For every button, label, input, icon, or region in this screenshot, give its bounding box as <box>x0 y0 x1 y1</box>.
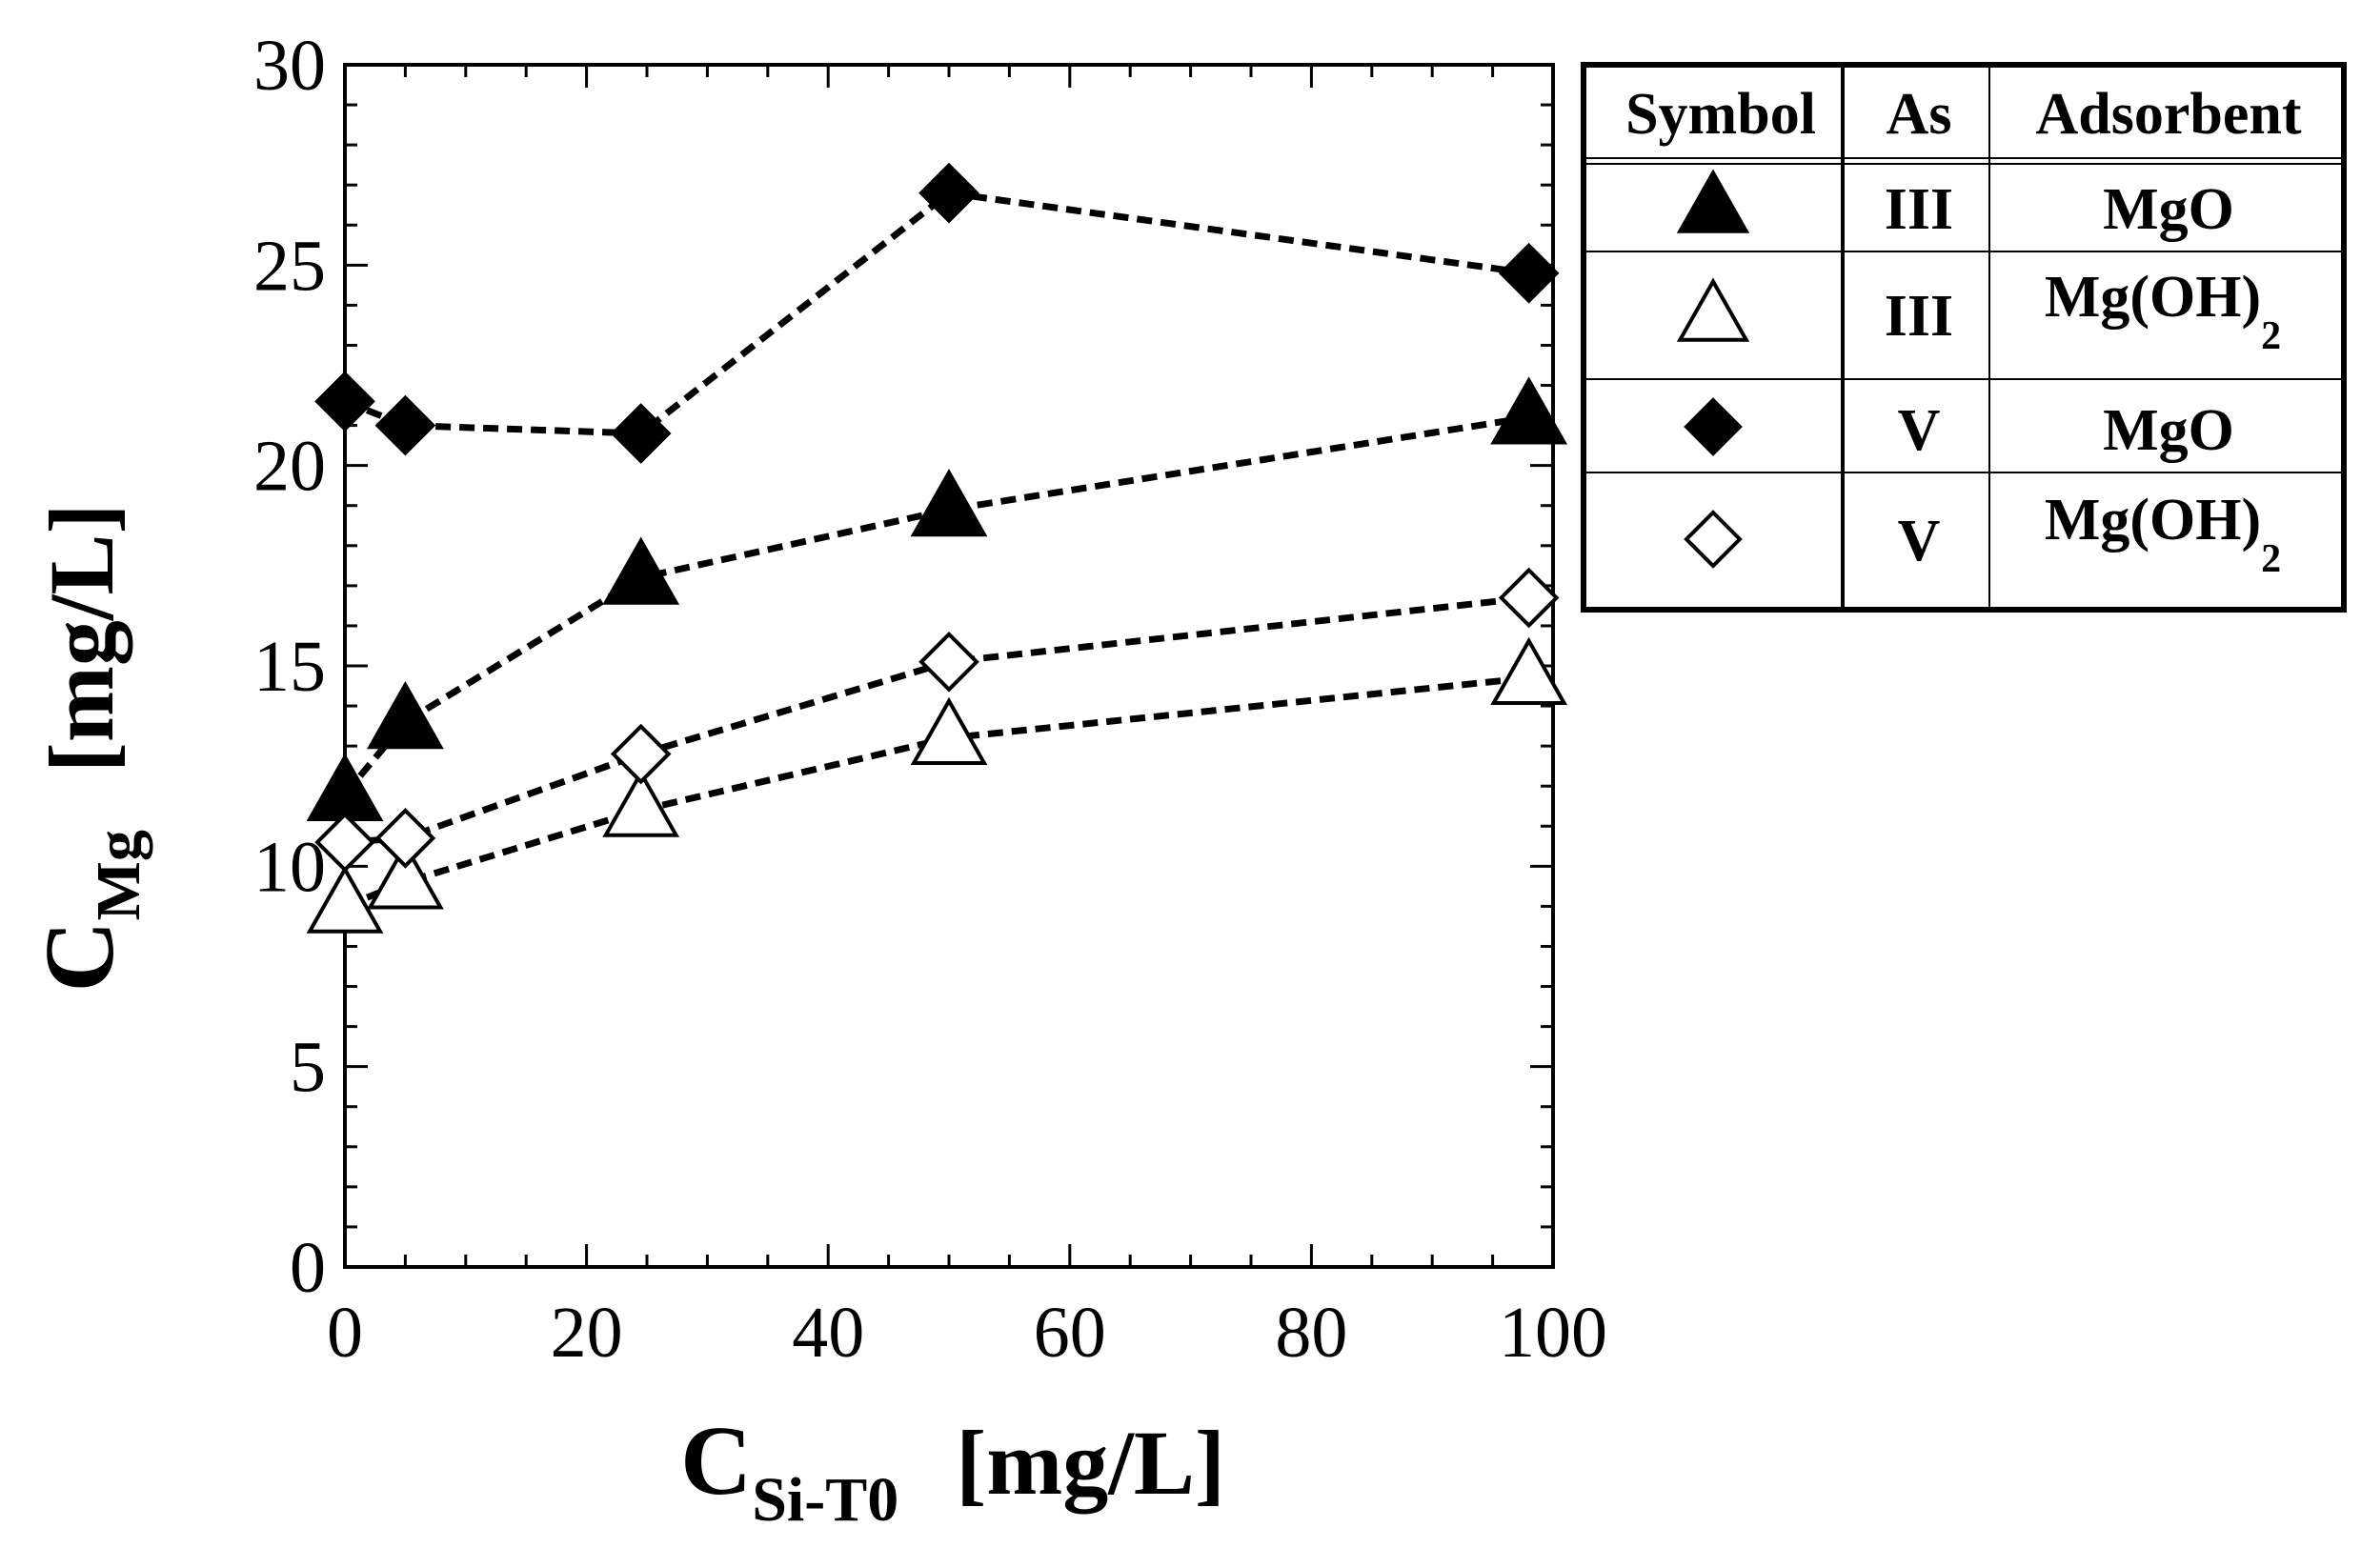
x-tick-label: 0 <box>327 1293 363 1373</box>
legend-adsorbent-row-2-main: Mg(OH) <box>2045 265 2261 330</box>
y-tick-label: 20 <box>253 427 326 507</box>
series-4-diamond-marker <box>314 812 375 873</box>
legend-as-row-1: III <box>1885 177 1953 242</box>
y-tick-label: 5 <box>290 1028 326 1108</box>
series-3-diamond-marker <box>374 394 436 456</box>
legend-triangle-filled-icon <box>1676 169 1750 233</box>
series-2-triangle-marker <box>306 865 384 934</box>
legend-header-adsorbent: Adsorbent <box>2035 82 2301 147</box>
legend-diamond-open-icon <box>1684 510 1743 569</box>
series-1-triangle-marker <box>367 680 444 750</box>
data-series <box>306 162 1568 934</box>
legend-header-symbol: Symbol <box>1625 82 1816 147</box>
y-axis-title-unit: [mg/L] <box>30 503 132 773</box>
axis-tick-labels: 0 20 40 60 80 100 0 5 10 15 20 25 30 <box>253 26 1607 1373</box>
series-2-triangle-marker <box>367 841 444 910</box>
legend-border <box>1581 62 2347 613</box>
series-4-diamond-marker <box>374 808 436 869</box>
legend-as-row-2: III <box>1885 284 1953 349</box>
legend-adsorbent-row-1-main: MgO <box>2103 177 2234 242</box>
series-line-2 <box>343 674 1530 910</box>
x-tick-label: 60 <box>1034 1293 1106 1373</box>
x-tick-label: 20 <box>551 1293 623 1373</box>
legend-adsorbent-row-3-main: MgO <box>2103 398 2234 463</box>
y-tick-label: 15 <box>253 627 326 707</box>
x-axis-title-main: C <box>680 1406 752 1516</box>
legend-symbols <box>1676 169 1750 569</box>
series-4-diamond-marker <box>610 723 672 785</box>
series-2-triangle-marker <box>910 696 988 766</box>
legend-as-row-3: V <box>1898 398 1941 463</box>
legend-adsorbent-row-2-sub: 2 <box>2261 314 2281 358</box>
x-tick-label: 80 <box>1275 1293 1347 1373</box>
legend-adsorbent-row-3: MgO <box>2103 398 2234 463</box>
x-tick-label: 40 <box>792 1293 864 1373</box>
y-axis-title-sub: Mg <box>84 830 153 920</box>
series-line-3 <box>343 189 1530 437</box>
series-1-triangle-marker <box>602 536 680 605</box>
legend-table: Symbol As Adsorbent III MgO III Mg(OH)2 … <box>1581 62 2347 613</box>
y-tick-label: 30 <box>253 26 326 106</box>
series-1-triangle-marker <box>910 469 988 537</box>
series-3-diamond-marker <box>314 371 375 432</box>
series-markers <box>306 162 1568 934</box>
legend-adsorbent-row-4-main: Mg(OH) <box>2045 488 2261 553</box>
series-3-diamond-marker <box>918 162 979 224</box>
series-lines <box>342 189 1530 910</box>
svg-text:CSi-T0[mg/L]: CSi-T0 [mg/L] <box>680 1406 1225 1535</box>
series-2-triangle-marker <box>602 769 680 837</box>
series-3-diamond-marker <box>610 403 672 464</box>
svg-text:CMg[mg/L]: CMg [mg/L] <box>25 503 153 992</box>
x-axis-title-unit: [mg/L] <box>956 1412 1225 1514</box>
legend-adsorbent-row-4-sub: 2 <box>2261 537 2281 581</box>
legend-adsorbent-row-1: MgO <box>2103 177 2234 242</box>
y-axis-title-main: C <box>25 920 134 992</box>
x-axis-title-sub: Si-T0 <box>752 1465 898 1535</box>
legend-diamond-filled-icon <box>1684 397 1743 456</box>
x-tick-label: 100 <box>1499 1293 1607 1373</box>
series-4-diamond-marker <box>918 631 979 693</box>
legend-header-as: As <box>1887 82 1952 147</box>
y-tick-label: 10 <box>253 827 326 907</box>
x-axis-title: CSi-T0 [mg/L] <box>680 1406 1225 1535</box>
legend-as-row-4: V <box>1898 509 1941 573</box>
y-tick-label: 25 <box>253 226 326 306</box>
y-axis-title: CMg [mg/L] <box>25 503 153 992</box>
series-2-triangle-marker <box>1490 636 1568 705</box>
legend-adsorbent-row-2: Mg(OH)2 <box>2045 265 2281 358</box>
y-tick-label: 0 <box>290 1228 326 1308</box>
series-4-diamond-marker <box>1498 567 1560 629</box>
series-3-diamond-marker <box>1498 242 1560 304</box>
legend-adsorbent-row-4: Mg(OH)2 <box>2045 488 2281 581</box>
series-1-triangle-marker <box>1490 376 1568 445</box>
legend-triangle-open-icon <box>1676 277 1750 342</box>
